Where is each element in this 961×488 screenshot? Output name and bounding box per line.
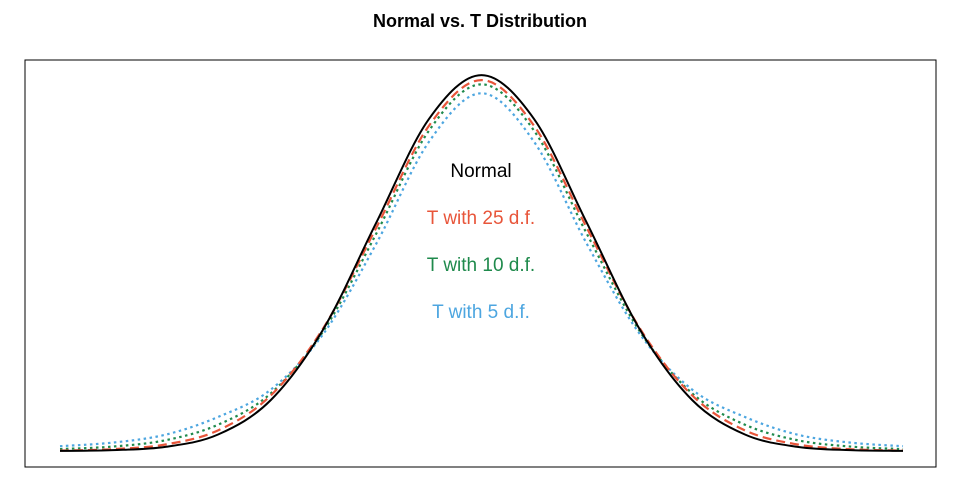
chart-title: Normal vs. T Distribution [373, 11, 587, 31]
series-line-normal [59, 74, 904, 452]
plot-frame [24, 59, 937, 468]
series-label-t-with-25-d-f: T with 25 d.f. [427, 208, 535, 229]
series-line-t-with-25-d-f [59, 78, 904, 452]
series-layer [59, 74, 904, 452]
series-line-t-with-5-d-f [59, 92, 904, 448]
series-line-t-with-10-d-f [59, 83, 904, 451]
series-label-layer: Normal T with 25 d.f. T with 10 d.f. T with… [427, 161, 535, 323]
series-label-normal: Normal [450, 161, 511, 182]
series-label-t-with-10-d-f: T with 10 d.f. [427, 255, 535, 276]
series-label-t-with-5-d-f: T with 5 d.f. [432, 302, 530, 323]
